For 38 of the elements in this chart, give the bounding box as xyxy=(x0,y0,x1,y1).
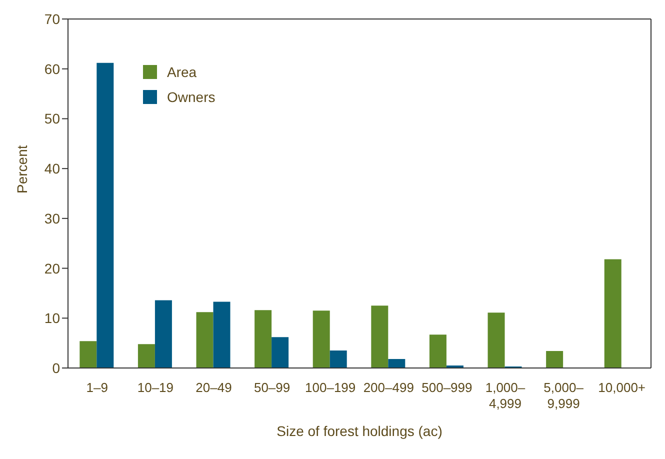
y-tick-label: 50 xyxy=(44,110,60,127)
x-axis-title: Size of forest holdings (ac) xyxy=(276,423,442,439)
x-tick-label: 5,000–9,999 xyxy=(544,380,584,411)
bar xyxy=(604,259,622,368)
y-tick-label: 10 xyxy=(44,310,60,326)
x-tick-label: 100–199 xyxy=(305,380,356,395)
bar xyxy=(138,344,155,368)
bar xyxy=(213,302,230,368)
x-tick-label: 50–99 xyxy=(254,380,290,395)
bar xyxy=(488,312,505,368)
x-tick-label: 200–499 xyxy=(363,380,414,395)
bar xyxy=(272,337,289,368)
bar xyxy=(80,341,97,368)
y-axis-title: Percent xyxy=(14,145,30,194)
x-tick-label: 500–999 xyxy=(422,380,472,395)
bar xyxy=(330,350,347,368)
bar xyxy=(388,359,406,368)
bar xyxy=(254,310,272,368)
y-tick-label: 70 xyxy=(44,10,60,27)
bar xyxy=(96,62,114,368)
bar xyxy=(154,300,172,368)
bar xyxy=(371,306,388,368)
x-tick-label: 10–19 xyxy=(137,380,174,395)
y-tick-label: 40 xyxy=(44,160,60,177)
legend-label: Area xyxy=(167,64,197,80)
bar xyxy=(312,310,330,368)
x-tick-label: 20–49 xyxy=(196,380,232,395)
y-tick-label: 20 xyxy=(44,260,60,276)
x-tick-label: 1–9 xyxy=(86,380,108,395)
bar xyxy=(429,334,446,368)
bar xyxy=(546,351,564,368)
x-tick-label: 10,000+ xyxy=(598,380,646,395)
x-tick-label: 1,000–4,999 xyxy=(485,380,526,411)
y-tick-label: 30 xyxy=(44,210,60,226)
y-tick-label: 60 xyxy=(44,60,60,77)
y-tick-label: 0 xyxy=(52,360,60,376)
legend-label: Owners xyxy=(167,89,216,105)
bar xyxy=(196,312,214,368)
